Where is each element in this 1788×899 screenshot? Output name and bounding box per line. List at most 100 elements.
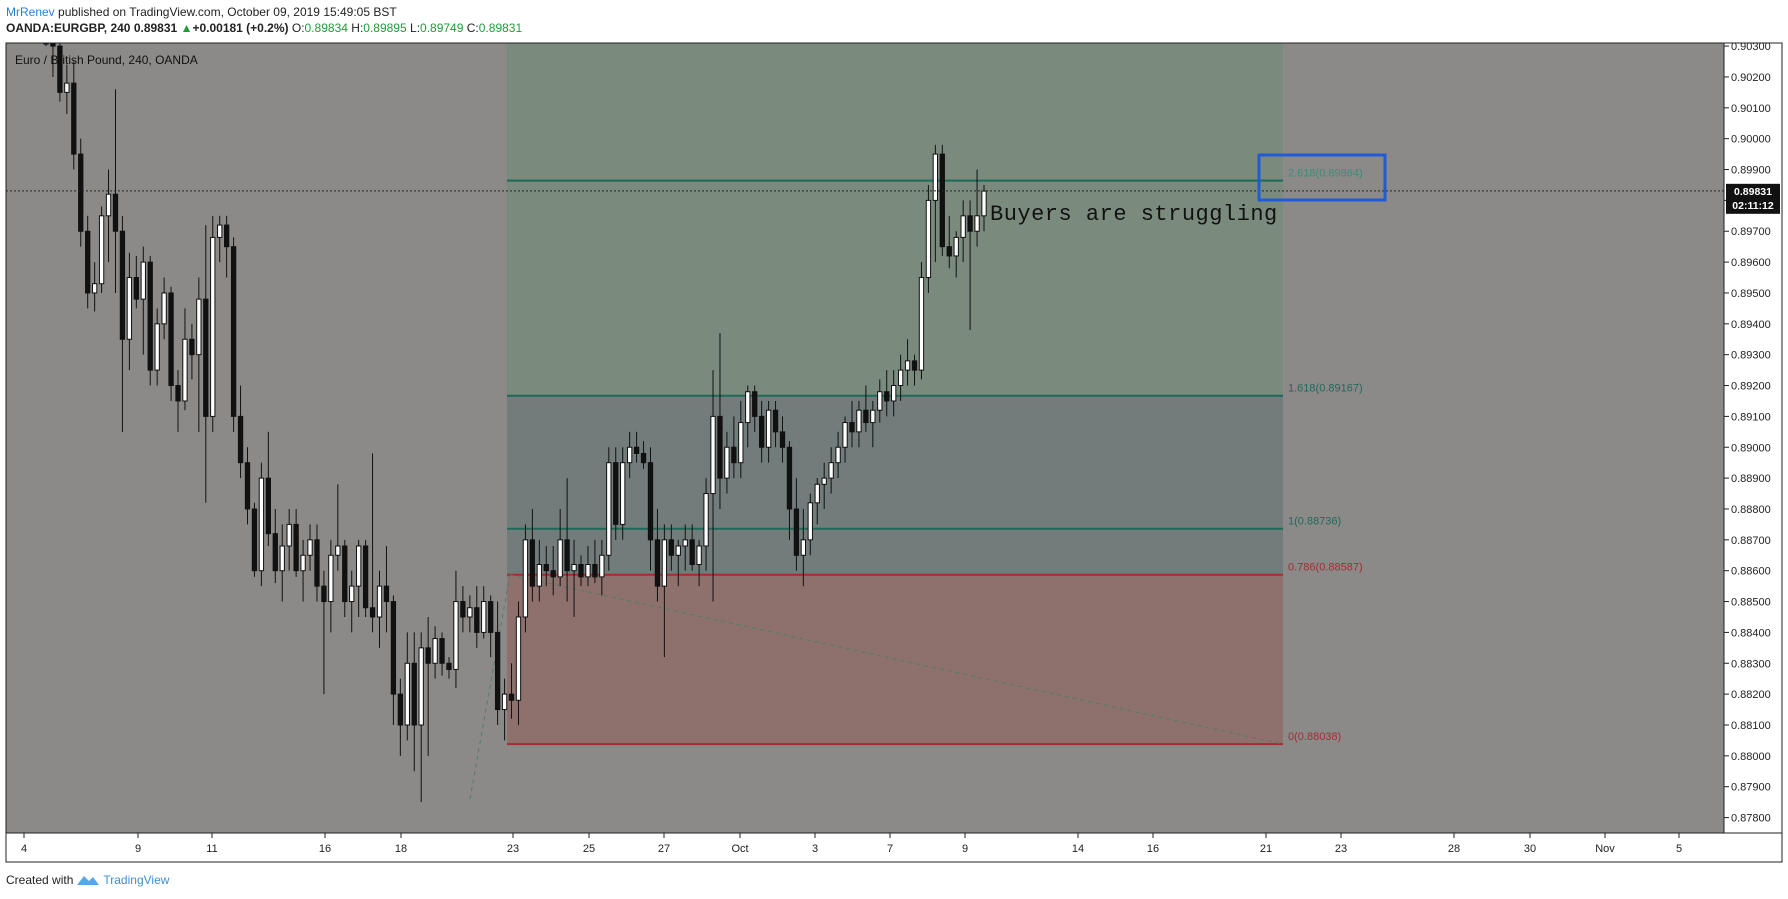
candle-body	[362, 545, 369, 609]
y-tick-label: 0.89600	[1731, 257, 1771, 269]
candle-body	[953, 236, 959, 257]
candle-body	[682, 539, 688, 547]
chart-frame	[5, 42, 1783, 863]
y-tick-label: 0.89400	[1731, 319, 1771, 331]
candle-body	[884, 391, 890, 402]
candle-body	[738, 422, 744, 464]
candle-body	[564, 539, 570, 572]
candle-body	[585, 564, 591, 578]
symbol-title: Euro / British Pound, 240, OANDA	[15, 53, 198, 67]
candle-body	[543, 564, 549, 572]
candle-body	[793, 508, 800, 556]
candle-body	[752, 391, 758, 417]
trend-line[interactable]	[509, 574, 1284, 745]
close-label: C:	[466, 21, 479, 35]
candle-body	[814, 483, 820, 504]
candle-body	[724, 446, 730, 479]
candle-body	[870, 409, 876, 424]
candle-body	[661, 539, 668, 587]
candle-body	[620, 462, 626, 525]
x-tick-label: Oct	[731, 843, 748, 855]
publish-line: MrRenev published on TradingView.com, Oc…	[6, 4, 522, 20]
candle-body	[494, 631, 501, 711]
y-tick-label: 0.89500	[1731, 288, 1771, 300]
x-tick-label: 16	[1147, 843, 1159, 855]
candle-body	[404, 662, 410, 726]
x-tick-label: 27	[658, 843, 670, 855]
highlight-box[interactable]	[1257, 153, 1387, 202]
x-tick-label: 18	[395, 843, 407, 855]
y-tick-label: 0.88400	[1731, 627, 1771, 639]
candle-body	[432, 638, 438, 664]
candle-body	[85, 230, 91, 294]
candle-body	[550, 570, 556, 578]
candle-body	[154, 323, 160, 371]
x-tick-label: 9	[962, 843, 968, 855]
candle-body	[891, 385, 897, 402]
candle-body	[328, 554, 334, 603]
ohlc-line: OANDA:EURGBP, 240 0.89831 ▲+0.00181 (+0.…	[6, 20, 522, 36]
candle-body	[640, 452, 647, 464]
candle-body	[703, 493, 709, 547]
candle-body	[230, 246, 237, 417]
candle-body	[342, 545, 348, 603]
candle-body	[675, 545, 681, 556]
author-link[interactable]: MrRenev	[6, 5, 55, 19]
last-price-text: 0.89831	[133, 21, 178, 35]
candle-body	[119, 230, 126, 340]
annotation-text[interactable]: Buyers are struggling	[990, 202, 1278, 227]
candle-body	[515, 616, 522, 701]
publish-text: published on TradingView.com, October 09…	[58, 5, 397, 19]
candle-body	[481, 601, 487, 633]
x-tick-label: 21	[1260, 843, 1272, 855]
x-tick-label: 23	[507, 843, 519, 855]
candle-body	[272, 533, 278, 572]
candle-body	[932, 153, 939, 201]
candle-body	[258, 477, 265, 572]
fib-zone-upper	[507, 43, 1283, 396]
candle-body	[474, 607, 480, 633]
candle-body	[911, 360, 918, 371]
candle-body	[300, 554, 306, 572]
candle-body	[592, 564, 598, 578]
x-tick-label: 30	[1524, 843, 1536, 855]
candle-body	[501, 693, 508, 711]
candle-body	[960, 215, 966, 238]
candle-body	[446, 662, 452, 670]
open-label: O:	[291, 21, 305, 35]
x-tick-label: 25	[583, 843, 595, 855]
trend-line-extension[interactable]	[469, 574, 511, 800]
candle-body	[606, 462, 612, 556]
time-axis[interactable]	[6, 833, 1782, 862]
candle-body	[599, 554, 605, 578]
x-tick-label: 11	[206, 843, 217, 855]
candle-body	[453, 601, 459, 670]
candle-body	[161, 292, 167, 325]
price-axis[interactable]	[1724, 43, 1782, 833]
candle-body	[842, 422, 848, 448]
y-tick-label: 0.89200	[1731, 381, 1771, 393]
y-tick-label: 0.90000	[1731, 134, 1771, 146]
brand-link[interactable]: TradingView	[103, 873, 170, 887]
y-tick-label: 0.89300	[1731, 350, 1771, 362]
fib-label: 0.786(0.88587)	[1288, 562, 1363, 574]
candle-body	[279, 545, 285, 572]
candle-body	[293, 523, 299, 572]
y-tick-label: 0.88300	[1731, 658, 1771, 670]
candle-body	[349, 585, 355, 603]
candle-body	[175, 385, 181, 402]
y-tick-label: 0.87900	[1731, 782, 1771, 794]
candle-body	[863, 409, 869, 424]
close-value: 0.89831	[478, 21, 523, 35]
candle-body	[57, 45, 63, 93]
fib-label: 2.618(0.89864)	[1288, 168, 1363, 180]
candle-body	[467, 607, 473, 618]
fib-label: 0(0.88038)	[1288, 731, 1341, 743]
change-text: +0.00181 (+0.2%)	[192, 21, 289, 35]
candle-body	[759, 415, 765, 448]
candle-body	[237, 415, 244, 464]
created-with-text: Created with	[6, 873, 74, 887]
candle-body	[626, 446, 633, 464]
candle-body	[835, 446, 841, 464]
